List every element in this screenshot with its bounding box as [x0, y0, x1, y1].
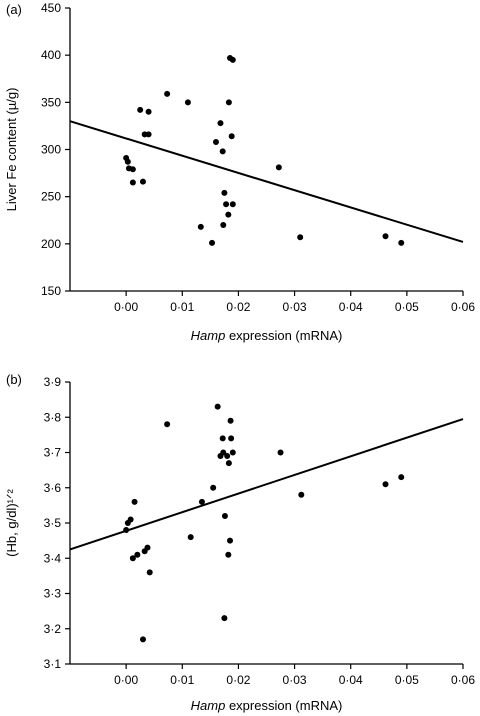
regression-line [69, 120, 464, 243]
data-point [227, 537, 234, 544]
data-point [221, 512, 228, 519]
x-tick-label: 0·03 [283, 673, 307, 687]
data-point [298, 491, 305, 498]
x-tick-label: 0·01 [170, 300, 194, 314]
x-tick-label: 0·02 [226, 300, 250, 314]
x-axis-label-rest: expression (mRNA) [225, 328, 342, 343]
y-tick-label: 300 [41, 143, 61, 157]
data-point [129, 555, 136, 562]
y-tick-label: 3·5 [44, 516, 62, 530]
x-axis-label-italic: Hamp [191, 328, 226, 343]
data-point [210, 484, 217, 491]
data-point [220, 449, 227, 456]
y-tick-label: 3·8 [44, 410, 62, 424]
data-point [228, 435, 235, 442]
y-tick-label: 3·7 [44, 446, 62, 460]
y-tick-label: 200 [41, 237, 61, 251]
x-tick-label: 0·02 [226, 673, 250, 687]
data-point [124, 158, 131, 165]
data-point [127, 516, 134, 523]
data-point [131, 498, 138, 505]
x-tick-label: 0·06 [451, 673, 475, 687]
data-point [224, 453, 231, 460]
regression-line [69, 418, 464, 551]
x-tick-label: 0·00 [114, 673, 138, 687]
x-tick-label: 0·05 [395, 300, 419, 314]
data-point [221, 615, 228, 622]
chart-panel-a: 150 200 250 300 350 400 450 0·00 0·01 0·02 0·03 0·0… [4, 1, 475, 343]
x-tick-label: 0·06 [451, 300, 475, 314]
chart-panel-b: 3·1 3·2 3·3 3·4 3·5 3·6 3·7 3·8 3·9 0·00 0·01 0·02 0… [4, 372, 475, 713]
y-axis-label: Liver Fe content (µ/g) [4, 88, 19, 212]
data-point [209, 239, 216, 246]
data-point [229, 56, 236, 63]
x-axis-label: Hamp expression (mRNA) [191, 698, 343, 713]
data-point [221, 189, 228, 196]
data-point [123, 527, 130, 534]
data-point [145, 108, 152, 115]
y-tick-label: 3·1 [44, 657, 62, 671]
data-point [139, 636, 146, 643]
data-point [227, 417, 234, 424]
data-point [275, 164, 282, 171]
data-point [134, 551, 141, 558]
data-point [187, 534, 194, 541]
panel-label: (a) [6, 2, 22, 17]
data-point [164, 90, 171, 97]
data-point [145, 131, 152, 138]
y-tick-label: 350 [41, 95, 61, 109]
data-point [225, 551, 232, 558]
data-point [225, 99, 232, 106]
data-point [214, 403, 221, 410]
x-tick-label: 0·01 [170, 673, 194, 687]
x-tick-label: 0·04 [339, 673, 363, 687]
data-point [220, 221, 227, 228]
data-point [198, 498, 205, 505]
y-tick-label: 3·4 [44, 551, 62, 565]
data-point [382, 233, 389, 240]
x-tick-label: 0·05 [395, 673, 419, 687]
data-point [297, 234, 304, 241]
y-tick-label: 3·3 [44, 587, 62, 601]
data-point [225, 460, 232, 467]
panel-label: (b) [6, 372, 22, 387]
y-tick-label: 3·9 [44, 375, 62, 389]
data-point [129, 179, 136, 186]
data-point [223, 201, 230, 208]
data-point [144, 544, 151, 551]
y-tick-label: 400 [41, 48, 61, 62]
y-tick-label: 150 [41, 284, 61, 298]
data-point [277, 449, 284, 456]
x-tick-label: 0·04 [339, 300, 363, 314]
data-point [164, 421, 171, 428]
data-point [398, 239, 405, 246]
data-point [398, 474, 405, 481]
data-point [212, 138, 219, 145]
data-point [219, 435, 226, 442]
x-tick-label: 0·03 [283, 300, 307, 314]
data-point [184, 99, 191, 106]
y-tick-label: 450 [41, 1, 61, 15]
data-point [229, 449, 236, 456]
data-point [219, 148, 226, 155]
x-axis-label-rest: expression (mRNA) [225, 698, 342, 713]
data-point [382, 481, 389, 488]
data-point [217, 120, 224, 127]
data-point [225, 211, 232, 218]
data-point [137, 106, 144, 113]
x-tick-label: 0·00 [114, 300, 138, 314]
data-point [228, 133, 235, 140]
x-axis-label-italic: Hamp [191, 698, 226, 713]
y-tick-label: 3·6 [44, 481, 62, 495]
data-point [129, 166, 136, 173]
x-axis-label: Hamp expression (mRNA) [191, 328, 343, 343]
y-axis-label: (Hb, g/dl)¹ᐟ² [4, 489, 19, 557]
y-tick-label: 250 [41, 190, 61, 204]
data-point [146, 569, 153, 576]
y-tick-label: 3·2 [44, 622, 62, 636]
data-point [229, 201, 236, 208]
data-point [197, 223, 204, 230]
data-point [139, 178, 146, 185]
